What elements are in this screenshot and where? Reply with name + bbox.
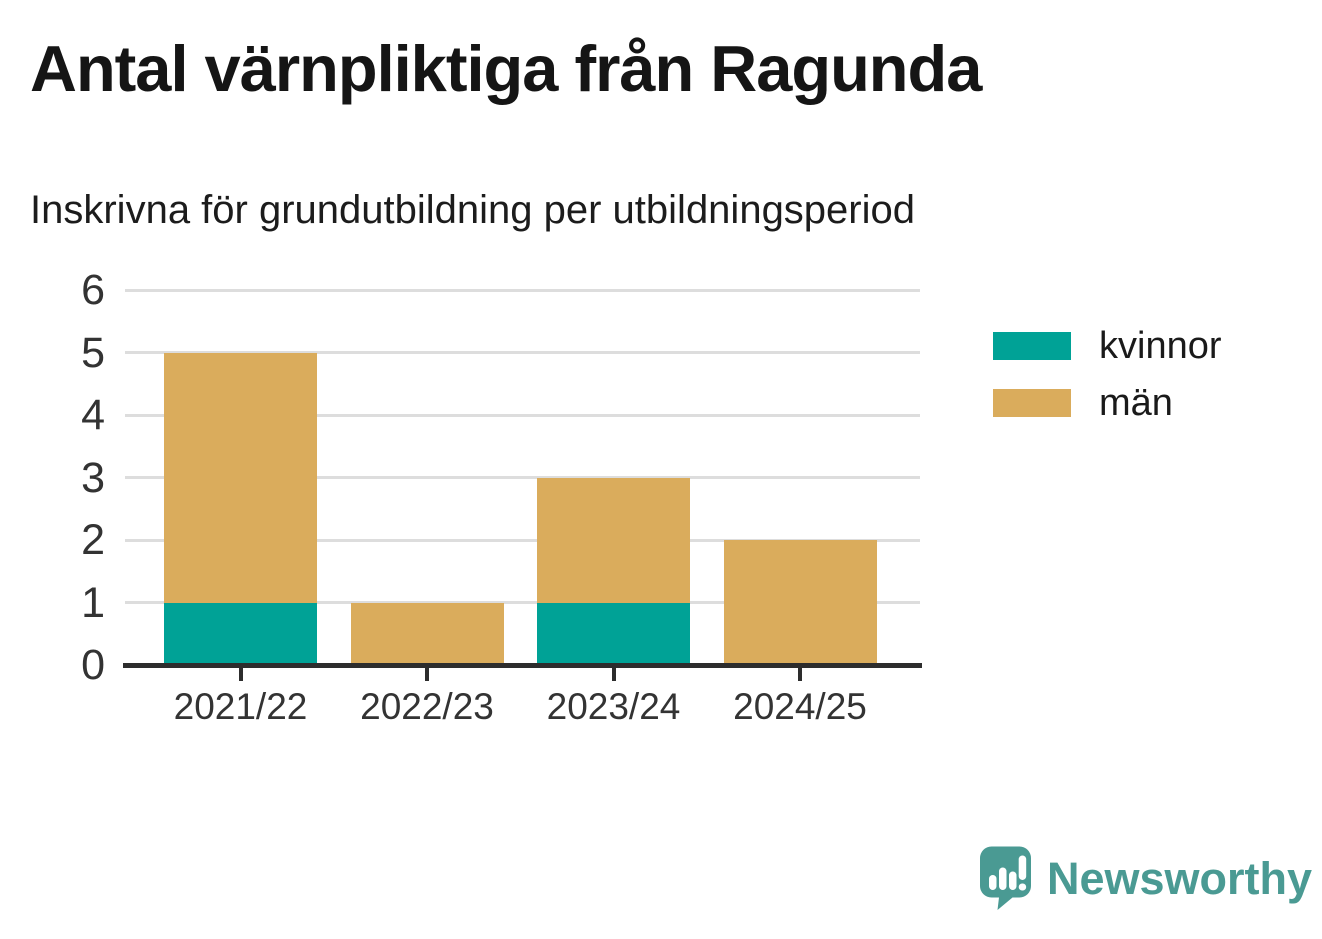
x-axis-tick-2022-23 <box>425 668 429 681</box>
gridline-y6 <box>125 288 920 292</box>
y-axis-label-1: 1 <box>81 578 105 627</box>
legend: kvinnor män <box>993 327 1222 446</box>
x-axis-label-2023-24: 2023/24 <box>546 686 681 727</box>
y-axis-label-3: 3 <box>81 453 105 502</box>
y-axis-label-4: 4 <box>81 391 105 439</box>
chart-subtitle: Inskrivna för grundutbildning per utbild… <box>30 188 915 232</box>
x-axis-tick-2023-24 <box>611 668 616 681</box>
y-axis-label-0: 0 <box>81 641 105 689</box>
x-axis-tick-2021-22 <box>238 668 243 681</box>
bar-segment-män-2024-25 <box>723 540 877 665</box>
bar-group-2021-22 <box>164 290 317 665</box>
newsworthy-icon <box>980 846 1031 910</box>
bar-group-2023-24 <box>537 290 690 665</box>
newsworthy-wordmark: Newsworthy <box>1047 852 1313 904</box>
x-axis-line <box>123 663 922 668</box>
legend-item-kvinnor: kvinnor <box>993 327 1222 365</box>
gridline-y1 <box>125 601 920 604</box>
y-axis-label-6: 6 <box>81 266 105 314</box>
y-axis-label-5: 5 <box>81 328 105 377</box>
x-axis-label-2021-22: 2021/22 <box>173 686 308 727</box>
bar-segment-män-2021-22 <box>164 352 317 603</box>
x-axis-label-2024-25: 2024/25 <box>733 686 867 727</box>
x-axis-tick-2024-25 <box>798 668 802 681</box>
bar-segment-kvinnor-2023-24 <box>537 602 690 665</box>
legend-swatch-kvinnor <box>993 332 1071 360</box>
bar-segment-män-2023-24 <box>537 477 690 603</box>
bar-segment-män-2022-23 <box>350 602 504 665</box>
gridline-y4 <box>125 413 920 417</box>
bar-segment-kvinnor-2021-22 <box>164 602 317 665</box>
x-axis-label-2022-23: 2022/23 <box>360 686 494 727</box>
chart-title: Antal värnpliktiga från Ragunda <box>30 32 982 105</box>
newsworthy-logo: Newsworthy <box>978 845 1312 911</box>
legend-item-man: män <box>993 384 1222 422</box>
bar-group-2024-25 <box>723 290 877 665</box>
legend-swatch-man <box>993 389 1071 417</box>
legend-label-kvinnor: kvinnor <box>1099 325 1222 367</box>
gridline-y5 <box>125 351 920 354</box>
gridline-y2 <box>125 538 920 542</box>
gridline-y3 <box>125 476 920 479</box>
y-axis-label-2: 2 <box>81 516 105 564</box>
legend-label-man: män <box>1099 382 1173 424</box>
bar-group-2022-23 <box>350 290 504 665</box>
plot-area <box>125 288 920 665</box>
